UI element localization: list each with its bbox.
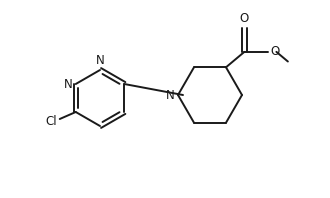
Text: N: N	[64, 77, 73, 90]
Text: O: O	[240, 12, 249, 25]
Text: Cl: Cl	[45, 114, 57, 128]
Text: N: N	[96, 54, 104, 67]
Text: O: O	[270, 45, 280, 58]
Text: N: N	[166, 89, 175, 102]
